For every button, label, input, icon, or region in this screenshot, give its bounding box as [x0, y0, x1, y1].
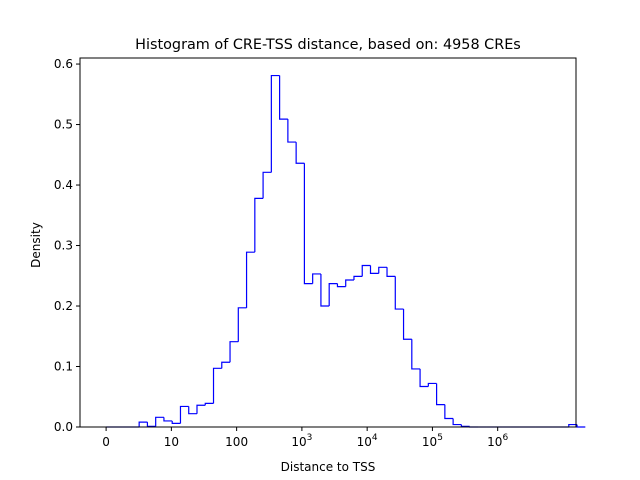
x-tick-label: 10	[164, 435, 179, 449]
x-tick-label: 103	[291, 433, 312, 449]
histogram-bin	[361, 264, 371, 277]
histogram-bin	[328, 283, 338, 307]
plot-area: 0 10 100 103 104 105 106 0.0 0.1 0.2 0.3 0.4 0.5 0.6	[54, 57, 586, 449]
histogram-bin	[460, 424, 470, 427]
histogram-bin	[320, 273, 330, 307]
histogram-bin	[163, 417, 173, 422]
y-tick-label: 0.1	[54, 360, 73, 374]
x-tick-label: 104	[357, 433, 378, 449]
y-tick-label: 0.0	[54, 420, 73, 434]
histogram-bin	[435, 383, 445, 406]
histogram-bin	[221, 361, 231, 369]
histogram-bin	[146, 422, 156, 427]
histogram-bin	[287, 119, 297, 143]
histogram-bin	[303, 163, 313, 285]
histogram-bin	[254, 197, 264, 253]
chart-title: Histogram of CRE-TSS distance, based on:…	[135, 37, 521, 53]
y-tick-label: 0.2	[54, 299, 73, 313]
histogram-bin	[155, 416, 164, 427]
histogram-bin	[394, 276, 404, 310]
histogram-bin	[444, 404, 454, 420]
histogram-bin	[188, 406, 197, 415]
histogram-bin	[270, 74, 280, 173]
histogram-bin	[179, 405, 189, 424]
y-tick-label: 0.6	[54, 57, 73, 71]
x-tick-label: 100	[225, 435, 248, 449]
histogram-bin	[279, 75, 288, 120]
histogram-bin	[568, 423, 578, 427]
axes-frame	[79, 57, 577, 428]
histogram-bin	[171, 420, 181, 424]
y-tick-label: 0.5	[54, 118, 73, 132]
histogram-bin	[138, 421, 148, 427]
histogram-bin	[295, 142, 305, 164]
x-tick-label: 106	[487, 433, 508, 449]
histogram-bin	[262, 171, 272, 199]
histogram-bin	[386, 267, 396, 277]
histogram-bin	[576, 424, 586, 428]
histogram-bin	[312, 273, 321, 284]
histogram-bin	[229, 341, 239, 363]
histogram-bin	[345, 279, 354, 287]
histogram-bin	[237, 307, 247, 342]
histogram-bin	[402, 309, 412, 340]
histogram-bin	[452, 418, 462, 426]
y-tick-label: 0.3	[54, 239, 73, 253]
histogram-bin	[196, 404, 206, 414]
y-tick-label: 0.4	[54, 178, 73, 192]
histogram-bin	[378, 266, 388, 274]
histogram-bin	[204, 402, 214, 406]
histogram-bin	[369, 265, 379, 274]
x-tick-label: 0	[102, 435, 110, 449]
x-tick-label: 105	[422, 433, 443, 449]
y-axis-label: Density	[29, 222, 43, 268]
x-axis-label: Distance to TSS	[281, 460, 376, 474]
histogram-bin	[336, 283, 346, 288]
histogram-bin	[353, 275, 363, 281]
histogram-bin	[419, 368, 429, 388]
histogram-bin	[411, 339, 421, 370]
histogram-bin	[427, 382, 437, 387]
histogram-bin	[245, 251, 255, 308]
histogram-bin	[212, 367, 222, 404]
